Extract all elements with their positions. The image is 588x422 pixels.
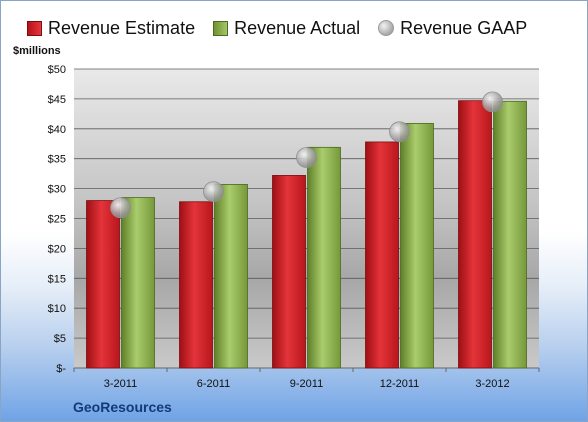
y-tick-label: $25 — [48, 214, 66, 226]
y-tick-label: $45 — [48, 94, 66, 106]
bar-revenue-estimate — [272, 175, 306, 369]
x-tick-label: 3-2011 — [104, 378, 137, 390]
bar-revenue-actual — [493, 100, 527, 369]
y-tick-label: $20 — [48, 243, 66, 255]
legend-swatch-estimate — [27, 20, 42, 36]
marker-revenue-gaap — [296, 147, 317, 168]
y-tick-label: $5 — [54, 333, 66, 345]
bar-revenue-actual — [307, 146, 341, 369]
company-name: GeoResources — [73, 399, 172, 415]
legend-item-gaap: Revenue GAAP — [378, 18, 527, 39]
y-tick-label: $40 — [48, 124, 66, 136]
y-tick-label: $50 — [48, 64, 66, 76]
marker-revenue-gaap — [110, 197, 131, 219]
marker-revenue-gaap — [482, 91, 503, 113]
x-tick-label: 6-2011 — [197, 378, 230, 390]
x-tick-label: 3-2012 — [475, 378, 509, 390]
legend-label-actual: Revenue Actual — [234, 17, 361, 38]
y-tick-label: $15 — [48, 273, 66, 285]
bar-revenue-actual — [214, 184, 248, 369]
legend-label-estimate: Revenue Estimate — [48, 17, 196, 38]
y-axis-units-label: $millions — [13, 45, 61, 57]
x-tick-label: 9-2011 — [290, 378, 323, 390]
bar-revenue-estimate — [86, 200, 120, 369]
y-tick-label: $10 — [48, 303, 66, 315]
legend-item-actual: Revenue Actual — [213, 18, 360, 39]
bar-revenue-estimate — [179, 201, 213, 369]
bar-revenue-estimate — [365, 141, 399, 369]
bar-revenue-actual — [121, 197, 155, 369]
legend-swatch-actual — [213, 20, 229, 36]
marker-revenue-gaap — [203, 181, 224, 202]
legend-item-estimate: Revenue Estimate — [27, 18, 195, 39]
bar-revenue-estimate — [458, 100, 492, 369]
legend-swatch-gaap — [378, 20, 395, 36]
y-tick-label: $- — [56, 363, 66, 375]
y-tick-label: $35 — [48, 154, 66, 166]
y-tick-label: $30 — [48, 184, 66, 196]
legend: Revenue Estimate Revenue Actual Revenue … — [27, 16, 577, 40]
bar-revenue-actual — [400, 123, 434, 369]
legend-label-gaap: Revenue GAAP — [400, 17, 528, 38]
x-tick-label: 12-2011 — [380, 378, 420, 390]
marker-revenue-gaap — [389, 121, 410, 143]
